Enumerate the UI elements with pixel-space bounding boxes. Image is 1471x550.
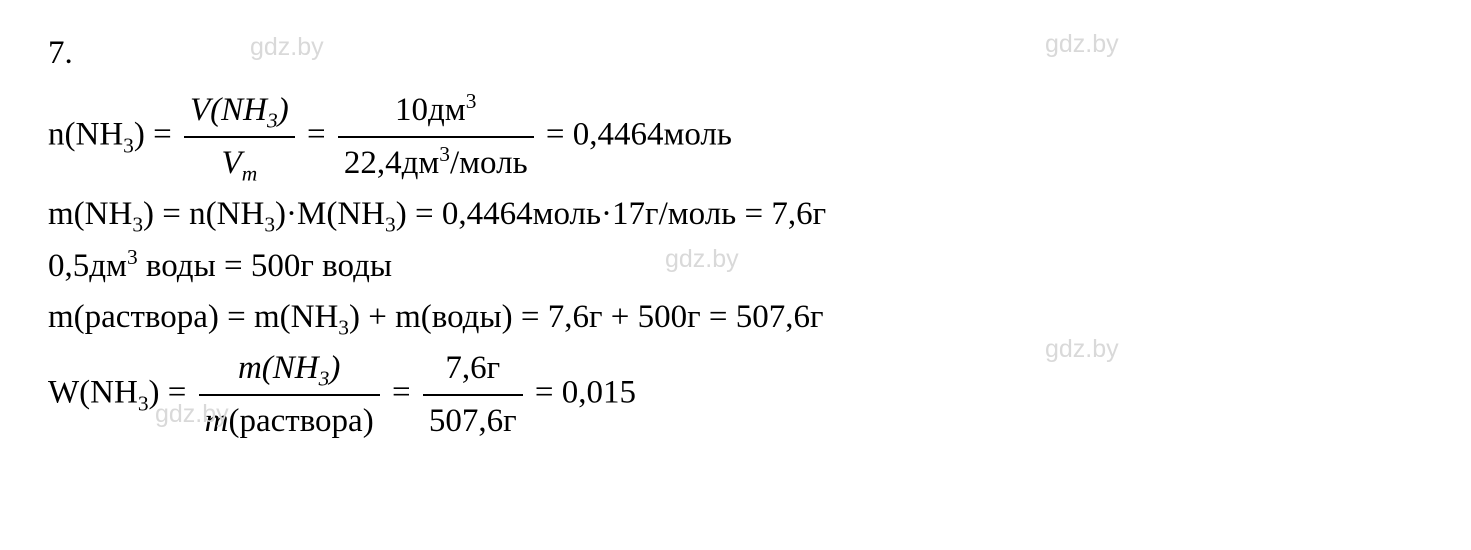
- text: ) = 0,4464моль·17г/моль = 7,6г: [396, 196, 826, 232]
- subscript: m: [242, 162, 257, 186]
- subscript: 3: [123, 133, 134, 157]
- text: 22,4дм: [344, 145, 439, 181]
- text: = 0,4464моль: [546, 117, 732, 153]
- text: 0,5дм: [48, 248, 127, 284]
- subscript: 3: [319, 366, 330, 390]
- text: =: [307, 117, 334, 153]
- text: ) =: [134, 117, 180, 153]
- equation-line-4: m(раствора) = m(NH3) + m(воды) = 7,6г + …: [48, 292, 1423, 343]
- equation-line-2: m(NH3) = n(NH3)·M(NH3) = 0,4464моль·17г/…: [48, 189, 1423, 240]
- fraction: 10дм3 22,4дм3/моль: [338, 85, 534, 189]
- text: ) + m(воды) = 7,6г + 500г = 507,6г: [349, 299, 824, 335]
- subscript: 3: [138, 391, 149, 415]
- text: W(NH: [48, 375, 138, 411]
- text: m(раствора) = m(NH: [48, 299, 338, 335]
- text: = 0,015: [535, 375, 636, 411]
- text: n(NH: [48, 117, 123, 153]
- subscript: 3: [338, 315, 349, 339]
- text: =: [392, 375, 419, 411]
- text: воды = 500г воды: [138, 248, 392, 284]
- text: V(NH: [190, 92, 267, 128]
- text: ) =: [149, 375, 195, 411]
- fraction: m(NH3) m(раствора): [199, 343, 380, 447]
- numerator: V(NH3): [184, 85, 295, 138]
- solution-block: 7. n(NH3) = V(NH3) Vm = 10дм3 22,4дм3/мо…: [0, 0, 1471, 475]
- text: V: [222, 145, 242, 181]
- problem-number: 7.: [48, 28, 1423, 79]
- superscript: 3: [439, 142, 450, 166]
- denominator: 507,6г: [423, 396, 523, 447]
- text: ) = n(NH: [143, 196, 264, 232]
- subscript: 3: [264, 213, 275, 237]
- numerator: 7,6г: [423, 343, 523, 396]
- text: m(NH: [48, 196, 132, 232]
- text: )·M(NH: [275, 196, 385, 232]
- equation-line-3: 0,5дм3 воды = 500г воды: [48, 241, 1423, 292]
- text: (раствора): [228, 403, 373, 439]
- subscript: 3: [385, 213, 396, 237]
- superscript: 3: [466, 89, 477, 113]
- denominator: Vm: [184, 138, 295, 189]
- subscript: 3: [132, 213, 143, 237]
- equation-line-1: n(NH3) = V(NH3) Vm = 10дм3 22,4дм3/моль …: [48, 85, 1423, 189]
- denominator: 22,4дм3/моль: [338, 138, 534, 189]
- equation-line-5: W(NH3) = m(NH3) m(раствора) = 7,6г 507,6…: [48, 343, 1423, 447]
- text: ): [278, 92, 289, 128]
- numerator: m(NH3): [199, 343, 380, 396]
- superscript: 3: [127, 245, 138, 269]
- text: ): [329, 350, 340, 386]
- text: m(NH: [238, 350, 319, 386]
- numerator: 10дм3: [338, 85, 534, 138]
- subscript: 3: [267, 109, 278, 133]
- text: /моль: [450, 145, 528, 181]
- fraction: 7,6г 507,6г: [423, 343, 523, 447]
- denominator: m(раствора): [199, 396, 380, 447]
- fraction: V(NH3) Vm: [184, 85, 295, 189]
- text: 10дм: [395, 92, 466, 128]
